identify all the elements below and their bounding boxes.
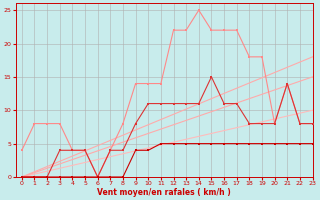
X-axis label: Vent moyen/en rafales ( km/h ): Vent moyen/en rafales ( km/h ) — [97, 188, 231, 197]
